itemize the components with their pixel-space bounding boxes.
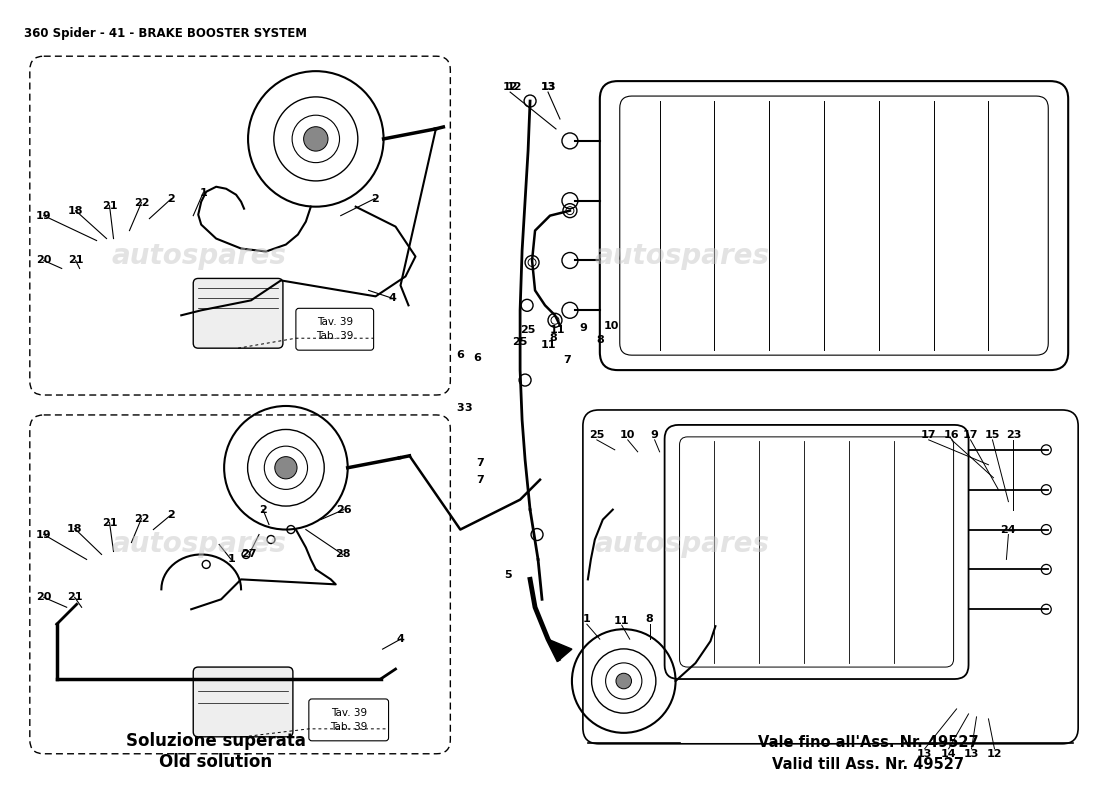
Text: Tab. 39: Tab. 39 [316,331,353,342]
Text: Tav. 39: Tav. 39 [317,318,353,327]
Circle shape [275,457,297,479]
Text: 2: 2 [167,510,175,520]
Text: 21: 21 [67,592,82,602]
Text: 16: 16 [944,430,959,440]
Text: 1: 1 [199,188,207,198]
Text: 6: 6 [473,353,481,363]
Text: 2: 2 [167,194,175,204]
Text: 4: 4 [388,294,396,303]
Text: 25: 25 [520,326,536,335]
Text: autospares: autospares [112,530,287,558]
Text: 15: 15 [984,430,1000,440]
Text: 13: 13 [540,82,556,92]
Text: 3: 3 [456,403,464,413]
Text: 25: 25 [513,338,528,347]
Text: 18: 18 [67,523,82,534]
Text: 13: 13 [917,749,933,758]
Text: Valid till Ass. Nr. 49527: Valid till Ass. Nr. 49527 [772,757,964,772]
FancyBboxPatch shape [194,667,293,737]
Text: 5: 5 [504,570,512,580]
Text: 7: 7 [476,474,484,485]
Text: 14: 14 [940,749,956,758]
Text: 28: 28 [336,550,351,559]
Text: 8: 8 [596,335,604,346]
Text: 8: 8 [646,614,653,624]
Text: 21: 21 [68,255,84,266]
Text: 2: 2 [260,505,267,514]
Text: Tav. 39: Tav. 39 [331,708,366,718]
Text: 4: 4 [397,634,405,644]
Text: 9: 9 [651,430,659,440]
Polygon shape [548,639,572,661]
Text: Vale fino all'Ass. Nr. 49527: Vale fino all'Ass. Nr. 49527 [758,735,978,750]
Text: 360 Spider - 41 - BRAKE BOOSTER SYSTEM: 360 Spider - 41 - BRAKE BOOSTER SYSTEM [24,26,307,40]
Text: 21: 21 [102,518,118,527]
Text: 10: 10 [620,430,636,440]
FancyBboxPatch shape [194,278,283,348]
Text: 19: 19 [36,530,52,539]
Text: 2: 2 [371,194,378,204]
Text: 13: 13 [964,749,979,758]
Text: 1: 1 [583,614,591,624]
Text: 10: 10 [604,322,619,331]
Text: 12: 12 [506,82,521,92]
Text: 27: 27 [241,550,256,559]
Circle shape [304,126,328,151]
Text: autospares: autospares [594,242,769,270]
Text: 8: 8 [549,334,557,343]
Text: 20: 20 [36,255,52,266]
Text: 19: 19 [36,210,52,221]
Text: 23: 23 [1005,430,1021,440]
Text: 7: 7 [563,355,571,365]
Text: autospares: autospares [112,242,287,270]
Text: 9: 9 [579,323,586,334]
Text: 22: 22 [134,198,150,208]
Text: 11: 11 [540,340,556,350]
Text: Old solution: Old solution [160,753,272,771]
Circle shape [616,674,631,689]
Text: 17: 17 [921,430,936,440]
Text: Soluzione superata: Soluzione superata [125,732,306,750]
Text: autospares: autospares [594,530,769,558]
Text: 3: 3 [464,403,472,413]
Text: Tab. 39: Tab. 39 [330,722,367,732]
Text: 25: 25 [590,430,605,440]
Text: 20: 20 [36,592,52,602]
Text: 21: 21 [102,201,118,210]
Text: 1: 1 [228,554,235,565]
Text: 18: 18 [68,206,84,216]
Text: 11: 11 [549,326,564,335]
Text: 12: 12 [987,749,1002,758]
Text: 17: 17 [962,430,978,440]
Text: 6: 6 [456,350,464,360]
Text: 12: 12 [503,82,518,92]
Text: 24: 24 [1001,525,1016,534]
Text: 11: 11 [614,616,629,626]
Text: 22: 22 [134,514,150,523]
Text: 7: 7 [476,458,484,468]
Text: 26: 26 [336,505,352,514]
Text: 13: 13 [540,82,556,92]
